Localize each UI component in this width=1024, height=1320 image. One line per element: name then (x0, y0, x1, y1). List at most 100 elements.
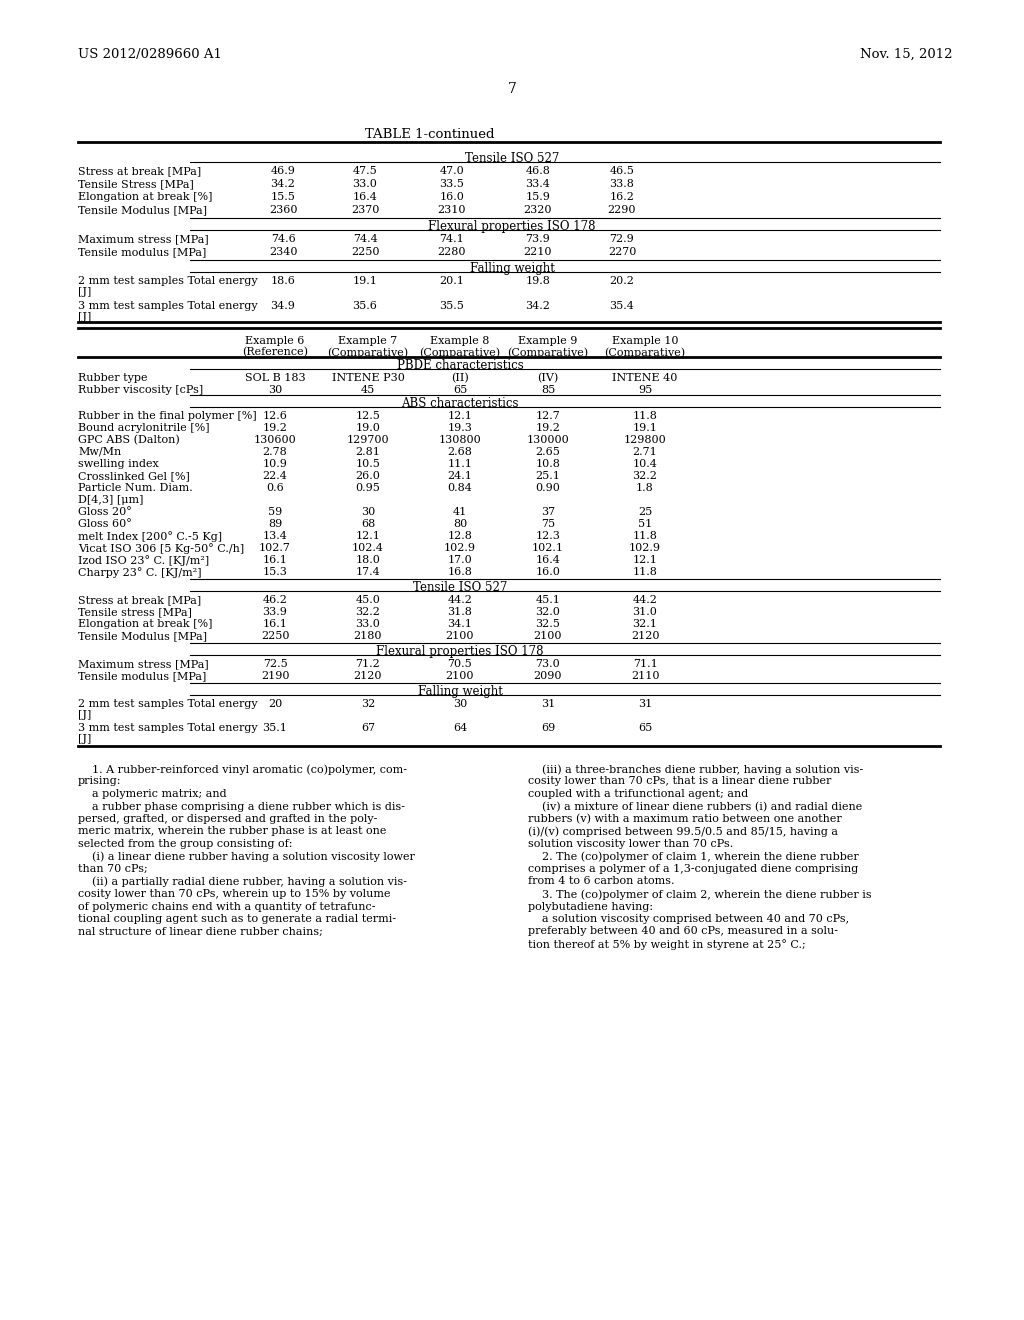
Text: 2100: 2100 (534, 631, 562, 642)
Text: Gloss 60°: Gloss 60° (78, 519, 132, 529)
Text: 19.3: 19.3 (447, 422, 472, 433)
Text: Nov. 15, 2012: Nov. 15, 2012 (860, 48, 952, 61)
Text: 35.6: 35.6 (352, 301, 378, 312)
Text: (iv) a mixture of linear diene rubbers (i) and radial diene: (iv) a mixture of linear diene rubbers (… (528, 801, 862, 812)
Text: Flexural properties ISO 178: Flexural properties ISO 178 (428, 220, 596, 234)
Text: 30: 30 (453, 700, 467, 709)
Text: INTENE P30: INTENE P30 (332, 374, 404, 383)
Text: 1.8: 1.8 (636, 483, 654, 492)
Text: 3 mm test samples Total energy: 3 mm test samples Total energy (78, 723, 258, 733)
Text: 2280: 2280 (437, 247, 466, 257)
Text: Stress at break [MPa]: Stress at break [MPa] (78, 166, 202, 176)
Text: (Comparative): (Comparative) (508, 347, 589, 358)
Text: preferably between 40 and 60 cPs, measured in a solu-: preferably between 40 and 60 cPs, measur… (528, 927, 838, 936)
Text: 69: 69 (541, 723, 555, 733)
Text: 33.4: 33.4 (525, 180, 551, 189)
Text: melt Index [200° C.-5 Kg]: melt Index [200° C.-5 Kg] (78, 531, 222, 543)
Text: Tensile ISO 527: Tensile ISO 527 (465, 152, 559, 165)
Text: 19.2: 19.2 (262, 422, 288, 433)
Text: 2. The (co)polymer of claim 1, wherein the diene rubber: 2. The (co)polymer of claim 1, wherein t… (528, 851, 859, 862)
Text: than 70 cPs;: than 70 cPs; (78, 865, 147, 874)
Text: 72.9: 72.9 (609, 234, 635, 244)
Text: 12.1: 12.1 (447, 411, 472, 421)
Text: Example 6: Example 6 (246, 337, 305, 346)
Text: (Reference): (Reference) (242, 347, 308, 358)
Text: 31: 31 (541, 700, 555, 709)
Text: Mw/Mn: Mw/Mn (78, 447, 121, 457)
Text: SOL B 183: SOL B 183 (245, 374, 305, 383)
Text: 20.2: 20.2 (609, 276, 635, 286)
Text: 33.8: 33.8 (609, 180, 635, 189)
Text: 12.3: 12.3 (536, 531, 560, 541)
Text: GPC ABS (Dalton): GPC ABS (Dalton) (78, 436, 180, 445)
Text: 75: 75 (541, 519, 555, 529)
Text: swelling index: swelling index (78, 459, 159, 469)
Text: Tensile Stress [MPa]: Tensile Stress [MPa] (78, 180, 194, 189)
Text: 22.4: 22.4 (262, 471, 288, 480)
Text: 12.6: 12.6 (262, 411, 288, 421)
Text: from 4 to 6 carbon atoms.: from 4 to 6 carbon atoms. (528, 876, 675, 887)
Text: 11.8: 11.8 (633, 531, 657, 541)
Text: Falling weight: Falling weight (470, 261, 554, 275)
Text: 34.2: 34.2 (525, 301, 551, 312)
Text: 16.0: 16.0 (439, 191, 465, 202)
Text: 32: 32 (360, 700, 375, 709)
Text: 12.1: 12.1 (633, 554, 657, 565)
Text: 65: 65 (453, 385, 467, 395)
Text: 46.2: 46.2 (262, 595, 288, 605)
Text: 102.9: 102.9 (444, 543, 476, 553)
Text: 2110: 2110 (631, 671, 659, 681)
Text: PBDE characteristics: PBDE characteristics (396, 359, 523, 372)
Text: tion thereof at 5% by weight in styrene at 25° C.;: tion thereof at 5% by weight in styrene … (528, 939, 806, 950)
Text: 16.1: 16.1 (262, 554, 288, 565)
Text: Example 7: Example 7 (338, 337, 397, 346)
Text: 130000: 130000 (526, 436, 569, 445)
Text: 2120: 2120 (353, 671, 382, 681)
Text: 34.1: 34.1 (447, 619, 472, 630)
Text: 44.2: 44.2 (633, 595, 657, 605)
Text: (i)/(v) comprised between 99.5/0.5 and 85/15, having a: (i)/(v) comprised between 99.5/0.5 and 8… (528, 826, 838, 837)
Text: a solution viscosity comprised between 40 and 70 cPs,: a solution viscosity comprised between 4… (528, 913, 849, 924)
Text: Rubber type: Rubber type (78, 374, 147, 383)
Text: meric matrix, wherein the rubber phase is at least one: meric matrix, wherein the rubber phase i… (78, 826, 386, 837)
Text: 47.0: 47.0 (439, 166, 464, 176)
Text: 46.8: 46.8 (525, 166, 551, 176)
Text: (Comparative): (Comparative) (604, 347, 685, 358)
Text: Bound acrylonitrile [%]: Bound acrylonitrile [%] (78, 422, 210, 433)
Text: Vicat ISO 306 [5 Kg-50° C./h]: Vicat ISO 306 [5 Kg-50° C./h] (78, 543, 245, 554)
Text: 102.7: 102.7 (259, 543, 291, 553)
Text: Falling weight: Falling weight (418, 685, 503, 698)
Text: 2250: 2250 (351, 247, 379, 257)
Text: 19.1: 19.1 (633, 422, 657, 433)
Text: 12.7: 12.7 (536, 411, 560, 421)
Text: 12.8: 12.8 (447, 531, 472, 541)
Text: 46.9: 46.9 (270, 166, 296, 176)
Text: Rubber in the final polymer [%]: Rubber in the final polymer [%] (78, 411, 257, 421)
Text: 2290: 2290 (608, 205, 636, 215)
Text: 13.4: 13.4 (262, 531, 288, 541)
Text: 32.2: 32.2 (633, 471, 657, 480)
Text: INTENE 40: INTENE 40 (612, 374, 678, 383)
Text: [J]: [J] (78, 734, 91, 744)
Text: 2360: 2360 (268, 205, 297, 215)
Text: 129800: 129800 (624, 436, 667, 445)
Text: 18.6: 18.6 (270, 276, 296, 286)
Text: 2320: 2320 (523, 205, 552, 215)
Text: 71.2: 71.2 (355, 659, 380, 669)
Text: 1. A rubber-reinforced vinyl aromatic (co)polymer, com-: 1. A rubber-reinforced vinyl aromatic (c… (78, 764, 407, 775)
Text: Example 9: Example 9 (518, 337, 578, 346)
Text: 35.4: 35.4 (609, 301, 635, 312)
Text: 20.1: 20.1 (439, 276, 465, 286)
Text: 59: 59 (268, 507, 283, 517)
Text: (Comparative): (Comparative) (328, 347, 409, 358)
Text: rubbers (v) with a maximum ratio between one another: rubbers (v) with a maximum ratio between… (528, 814, 842, 824)
Text: 17.0: 17.0 (447, 554, 472, 565)
Text: Crosslinked Gel [%]: Crosslinked Gel [%] (78, 471, 189, 480)
Text: D[4,3] [μm]: D[4,3] [μm] (78, 495, 143, 506)
Text: Stress at break [MPa]: Stress at break [MPa] (78, 595, 202, 605)
Text: US 2012/0289660 A1: US 2012/0289660 A1 (78, 48, 222, 61)
Text: 51: 51 (638, 519, 652, 529)
Text: a polymeric matrix; and: a polymeric matrix; and (78, 789, 226, 799)
Text: 2270: 2270 (608, 247, 636, 257)
Text: [J]: [J] (78, 312, 91, 322)
